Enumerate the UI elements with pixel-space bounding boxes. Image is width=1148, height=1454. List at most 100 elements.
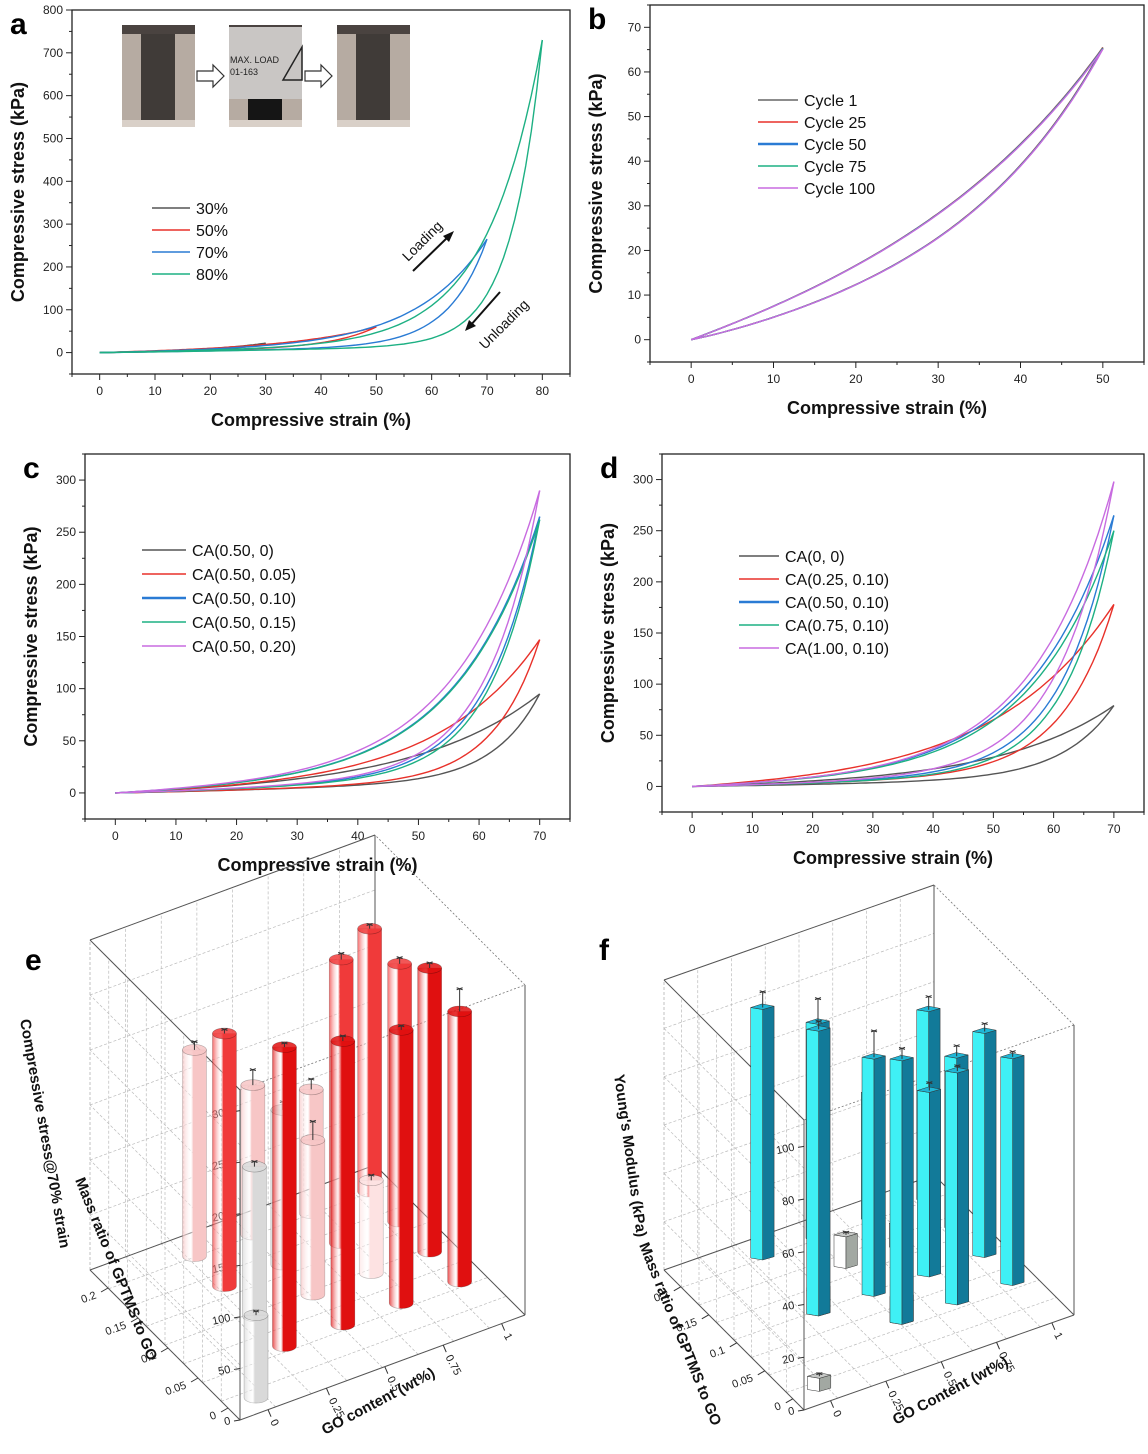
bar-body: [243, 1314, 269, 1404]
bar-left-face: [972, 1031, 985, 1258]
bar-left-face: [945, 1070, 958, 1306]
bar-left-face: [806, 1029, 819, 1317]
axis-frame: [239, 984, 526, 1091]
y-tick-label: 0: [208, 1410, 218, 1423]
bar-right-face: [762, 1005, 775, 1261]
x-tick: [996, 1342, 1001, 1350]
z-tick: [797, 1145, 805, 1148]
x-axis-label: Compressive strain (%): [787, 398, 987, 418]
unloading-curve: [692, 481, 1115, 788]
inset-photo: [122, 25, 195, 127]
photo-top-plate: [337, 25, 410, 34]
y-tick: [130, 1317, 139, 1323]
bar-right-face: [929, 1088, 941, 1278]
z-tick-label: 100: [211, 1312, 231, 1328]
x-tick: [325, 1387, 330, 1396]
legend-label: Cycle 50: [804, 137, 866, 154]
bar-right-face: [845, 1233, 858, 1269]
x-tick-label: 0: [688, 372, 695, 386]
loading-curve: [115, 490, 541, 794]
x-tick-label: 0: [96, 384, 103, 398]
z-tick: [797, 1304, 805, 1307]
legend-label: CA(1.00, 0.10): [785, 641, 889, 658]
y-tick-label: 200: [43, 260, 63, 274]
x-tick-label: 50: [987, 822, 1001, 836]
y-tick-label: 0.1: [140, 1350, 158, 1367]
grid-line: [663, 1124, 805, 1266]
x-tick-label: 0: [689, 822, 696, 836]
photo-top-plate: [122, 25, 195, 34]
unloading-curve: [691, 48, 1104, 341]
axis-frame: [663, 979, 805, 1121]
x-tick: [384, 1366, 389, 1374]
bar-left-face: [750, 1007, 763, 1261]
unloading-curve: [99, 39, 543, 354]
chart-a: 0 10 20 30 40 50 60 70 8001002003004005006007008…: [8, 3, 571, 430]
error-cap: [251, 1159, 258, 1163]
panel-f: 0 20 40 60 80 100 0 0.05 0.1 0.15 0.2 0 0.25 0.5 0.75 1…: [574, 880, 1148, 1454]
bar-body: [447, 1011, 472, 1288]
error-cap: [926, 1081, 933, 1085]
x-tick: [267, 1409, 272, 1417]
series-80-: [99, 39, 543, 354]
x-tick-label: 1: [501, 1331, 514, 1342]
loading-curve: [115, 516, 541, 794]
grid-line: [183, 1258, 469, 1365]
y-tick-label: 70: [628, 20, 642, 34]
x-axis-label: Compressive strain (%): [211, 410, 411, 430]
grid-line: [786, 1297, 1057, 1393]
unloading-curve: [691, 47, 1104, 341]
grid-line: [663, 1028, 805, 1169]
error-cap: [398, 1024, 405, 1028]
x-tick: [885, 1380, 890, 1389]
bar-right-face: [818, 1027, 831, 1317]
legend-label: CA(0.75, 0.10): [785, 618, 889, 635]
legend-label: CA(0.50, 0.05): [192, 567, 296, 584]
y-tick: [100, 1287, 109, 1293]
x-tick-label: 20: [849, 372, 863, 386]
y-tick-label: 200: [56, 577, 76, 591]
error-cap: [898, 1046, 906, 1050]
y-tick-label: 0.2: [652, 1288, 670, 1305]
loading-arrow: [412, 234, 451, 272]
y-tick-label: 0: [646, 779, 653, 793]
panel-a: 0 10 20 30 40 50 60 70 80 0 100 200 300 400 500 600 700 8…: [0, 0, 574, 440]
y-tick: [190, 1377, 199, 1383]
x-tick-label: 40: [314, 384, 328, 398]
loading-curve: [115, 639, 541, 794]
y-tick: [673, 1286, 682, 1292]
error-cap: [366, 923, 373, 926]
grid-line: [681, 1192, 952, 1288]
x-tick-label: 30: [291, 829, 305, 843]
error-cap: [981, 1022, 988, 1026]
legend-label: Cycle 1: [804, 93, 857, 110]
bar: [1000, 1050, 1025, 1286]
unloading-annotation: Unloading: [476, 296, 532, 352]
loading-annotation: Loading: [399, 218, 446, 265]
legend-label: CA(0, 0): [785, 549, 845, 566]
panel-e: 05010015020025030000.050.10.150.200.250.…: [0, 834, 574, 1454]
y-tick-label: 400: [43, 174, 63, 188]
y-tick-label: 600: [43, 89, 63, 103]
x-tick-label: 30: [931, 372, 945, 386]
y-tick-label: 0.2: [80, 1290, 98, 1307]
bar: [272, 1041, 297, 1352]
panel-label: d: [600, 452, 618, 485]
legend-label: CA(0.50, 0.15): [192, 615, 296, 632]
panel-label: b: [588, 3, 606, 36]
error-cap: [925, 995, 932, 999]
legend-label: CA(0.25, 0.10): [785, 572, 889, 589]
series-cycle-25: [690, 47, 1104, 341]
unloading-curve: [691, 48, 1104, 341]
error-cap: [814, 997, 822, 1001]
bar-body: [182, 1049, 207, 1262]
bar-top: [212, 1027, 237, 1040]
z-tick: [797, 1356, 805, 1359]
bar: [417, 961, 442, 1258]
x-axis-label: GO Content (wt%): [890, 1353, 1011, 1428]
grid-line: [663, 1173, 805, 1314]
bar-body: [300, 1139, 326, 1301]
grid-line: [765, 1234, 906, 1375]
axis-frame: [374, 834, 526, 986]
unloading-curve: [691, 47, 1104, 341]
